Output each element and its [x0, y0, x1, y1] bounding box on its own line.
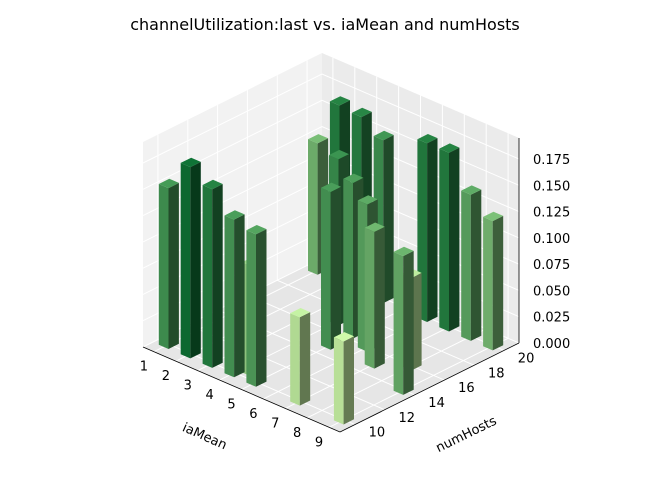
- y-tick-label: 10: [369, 426, 386, 441]
- labels-layer: 1234567891012141618200.0000.0250.0500.07…: [140, 153, 570, 456]
- x-tick-label: 5: [227, 398, 235, 413]
- x-tick-label: 2: [162, 369, 170, 384]
- bar-side-face: [470, 189, 482, 341]
- bar-front-face: [180, 162, 191, 359]
- bar-side-face: [492, 215, 504, 351]
- bar-side-face: [190, 161, 201, 359]
- bars-layer: [158, 96, 504, 425]
- bar-top-face: [461, 185, 482, 195]
- bar-x8-y20: [461, 185, 482, 341]
- x-axis-line: [142, 346, 341, 433]
- bar-front-face: [290, 313, 300, 406]
- bar-top-face: [158, 178, 179, 189]
- z-tick-label: 0.000: [533, 337, 570, 352]
- bar-front-face: [461, 190, 471, 341]
- bar-front-face: [158, 184, 169, 349]
- bar-x4-y10: [224, 210, 245, 378]
- bar-front-face: [483, 216, 493, 351]
- z-tick-label: 0.175: [533, 153, 570, 168]
- y-axis-title: numHosts: [434, 414, 500, 456]
- bar-side-face: [383, 135, 394, 304]
- y-tick-label: 18: [488, 366, 505, 381]
- y-tick-label: 12: [398, 411, 415, 426]
- bar-front-face: [224, 215, 235, 378]
- bar-x7-y10: [290, 308, 311, 406]
- chart-title: channelUtilization:last vs. iaMean and n…: [130, 15, 520, 34]
- z-tick-label: 0.075: [533, 258, 570, 273]
- bar-side-face: [256, 229, 267, 387]
- x-tick-label: 8: [293, 426, 301, 441]
- bar-top-face: [351, 107, 372, 118]
- bar-top-face: [180, 157, 201, 168]
- bar-top-face: [343, 173, 364, 183]
- x-tick-label: 6: [249, 407, 257, 422]
- bar-top-face: [290, 308, 311, 318]
- bar-top-face: [224, 210, 245, 220]
- bar-top-face: [417, 134, 438, 144]
- x-tick-label: 4: [205, 388, 213, 403]
- bar-side-face: [299, 312, 311, 406]
- x-tick-label: 9: [315, 435, 323, 450]
- bar-side-face: [411, 272, 422, 371]
- bar-x7-y20: [439, 143, 460, 332]
- bar-front-face: [321, 187, 331, 350]
- bar-x1-y10: [158, 178, 179, 349]
- bar-top-face: [329, 96, 350, 106]
- bar-front-face: [393, 251, 404, 395]
- x-tick-label: 3: [184, 379, 192, 394]
- x-tick-label: 7: [271, 416, 279, 431]
- bar-x2-y10: [180, 157, 201, 359]
- z-tick-label: 0.100: [533, 232, 570, 247]
- bar-x6-y20: [417, 134, 438, 322]
- bar-top-face: [357, 195, 378, 205]
- bar-side-face: [168, 182, 179, 349]
- bar-top-face: [202, 179, 223, 190]
- bar-x5-y15: [321, 182, 341, 350]
- z-tick-label: 0.025: [533, 311, 570, 326]
- z-tick-label: 0.150: [533, 179, 570, 194]
- bar-front-face: [343, 178, 353, 339]
- bar-top-face: [373, 130, 394, 141]
- bar-top-face: [333, 332, 354, 342]
- y-tick-label: 14: [428, 396, 445, 411]
- bar-side-face: [374, 226, 385, 369]
- bar-side-face: [212, 184, 223, 368]
- y-tick-label: 20: [518, 351, 535, 366]
- bar-front-face: [333, 337, 344, 425]
- grid-z-line: [142, 73, 520, 164]
- bar-x7-y15: [364, 222, 385, 369]
- bar-x9-y20: [483, 211, 504, 351]
- z-tick-label: 0.125: [533, 206, 570, 221]
- bar-top-face: [364, 222, 385, 232]
- bar-top-face: [328, 149, 349, 160]
- y-tick-label: 16: [458, 381, 475, 396]
- bar-top-face: [483, 211, 504, 222]
- bar-x9-y14: [393, 246, 414, 395]
- bar-side-face: [427, 138, 438, 322]
- bar-top-face: [439, 143, 460, 153]
- bar-top-face: [246, 225, 267, 235]
- bar-front-face: [202, 185, 213, 368]
- z-tick-label: 0.050: [533, 284, 570, 299]
- bar-top-face: [393, 246, 414, 257]
- bar-front-face: [246, 230, 256, 387]
- bar-side-face: [343, 336, 354, 425]
- bar-top-face: [321, 182, 341, 192]
- bar-front-face: [308, 139, 318, 275]
- bar-top-face: [308, 134, 329, 144]
- y-axis-line: [339, 342, 520, 433]
- bar-side-face: [403, 250, 414, 395]
- bar-x9-y10: [333, 332, 354, 425]
- bar-x3-y10: [202, 179, 223, 368]
- x-axis-title: iaMean: [180, 420, 229, 453]
- bar-side-face: [330, 186, 341, 350]
- bar-front-face: [439, 148, 449, 332]
- x-tick-label: 1: [140, 360, 148, 375]
- bar-side-face: [449, 147, 460, 332]
- bar-front-face: [364, 227, 375, 369]
- bar-side-face: [234, 214, 245, 378]
- bar-x5-y10: [246, 225, 267, 387]
